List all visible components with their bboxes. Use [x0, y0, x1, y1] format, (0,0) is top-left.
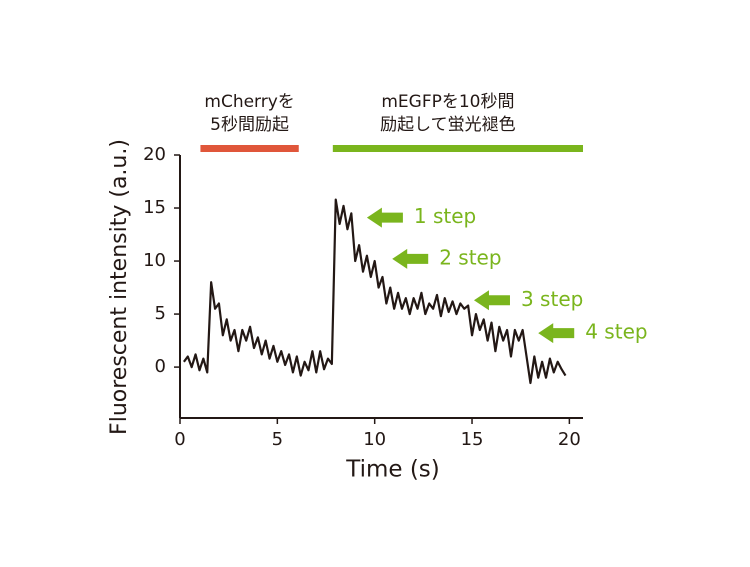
step-arrow [538, 323, 575, 344]
x-tick-label: 5 [272, 429, 283, 450]
step-label: 1 step [414, 204, 476, 228]
excitation-bar [200, 145, 299, 152]
bar-label: mCherryを [204, 92, 294, 112]
data-line [183, 198, 567, 385]
excitation-bar [332, 145, 583, 152]
step-arrow [392, 248, 429, 269]
bar-label: 励起して蛍光褪色 [380, 115, 516, 135]
x-tick-label: 15 [461, 429, 484, 450]
x-tick-label: 0 [174, 429, 185, 450]
x-axis-label: Time (s) [345, 457, 440, 483]
y-axis-label: Fluorescent intensity (a.u.) [107, 139, 132, 435]
step-label: 3 step [521, 287, 583, 311]
y-tick-label: 10 [143, 250, 166, 271]
y-tick-label: 15 [143, 197, 166, 218]
y-tick-label: 5 [155, 303, 166, 324]
step-arrow [366, 207, 403, 228]
y-tick-label: 0 [155, 356, 166, 377]
bar-label: mEGFPを10秒間 [381, 92, 514, 112]
step-label: 2 step [439, 245, 501, 269]
x-tick-label: 20 [558, 429, 581, 450]
bar-label: 5秒間励起 [210, 115, 289, 135]
step-arrow [473, 290, 510, 311]
step-label: 4 step [585, 320, 647, 344]
y-tick-label: 20 [143, 144, 166, 165]
x-tick-label: 10 [363, 429, 386, 450]
